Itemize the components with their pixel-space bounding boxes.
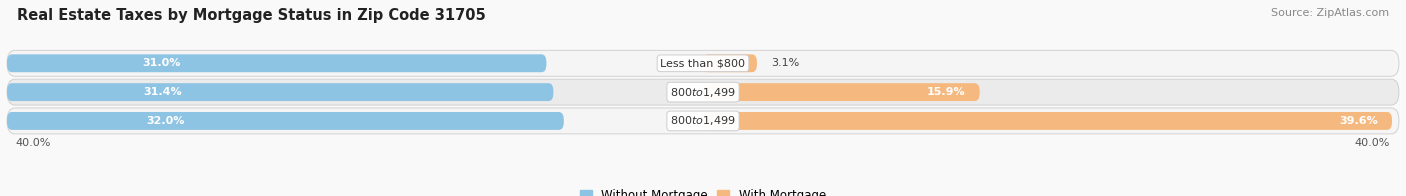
FancyBboxPatch shape: [7, 108, 1399, 134]
Legend: Without Mortgage, With Mortgage: Without Mortgage, With Mortgage: [581, 189, 825, 196]
Text: 32.0%: 32.0%: [146, 116, 184, 126]
Text: Source: ZipAtlas.com: Source: ZipAtlas.com: [1271, 8, 1389, 18]
Text: Real Estate Taxes by Mortgage Status in Zip Code 31705: Real Estate Taxes by Mortgage Status in …: [17, 8, 485, 23]
FancyBboxPatch shape: [7, 50, 1399, 76]
Text: 15.9%: 15.9%: [927, 87, 966, 97]
Text: $800 to $1,499: $800 to $1,499: [671, 86, 735, 99]
Text: 40.0%: 40.0%: [15, 138, 51, 148]
FancyBboxPatch shape: [703, 83, 980, 101]
Text: $800 to $1,499: $800 to $1,499: [671, 114, 735, 127]
FancyBboxPatch shape: [7, 112, 564, 130]
Text: 31.4%: 31.4%: [143, 87, 183, 97]
Text: 31.0%: 31.0%: [142, 58, 180, 68]
FancyBboxPatch shape: [7, 54, 547, 72]
FancyBboxPatch shape: [7, 79, 1399, 105]
Text: 3.1%: 3.1%: [770, 58, 799, 68]
Text: 40.0%: 40.0%: [1355, 138, 1391, 148]
FancyBboxPatch shape: [7, 83, 554, 101]
FancyBboxPatch shape: [703, 112, 1392, 130]
FancyBboxPatch shape: [703, 54, 756, 72]
Text: 39.6%: 39.6%: [1340, 116, 1378, 126]
Text: Less than $800: Less than $800: [661, 58, 745, 68]
